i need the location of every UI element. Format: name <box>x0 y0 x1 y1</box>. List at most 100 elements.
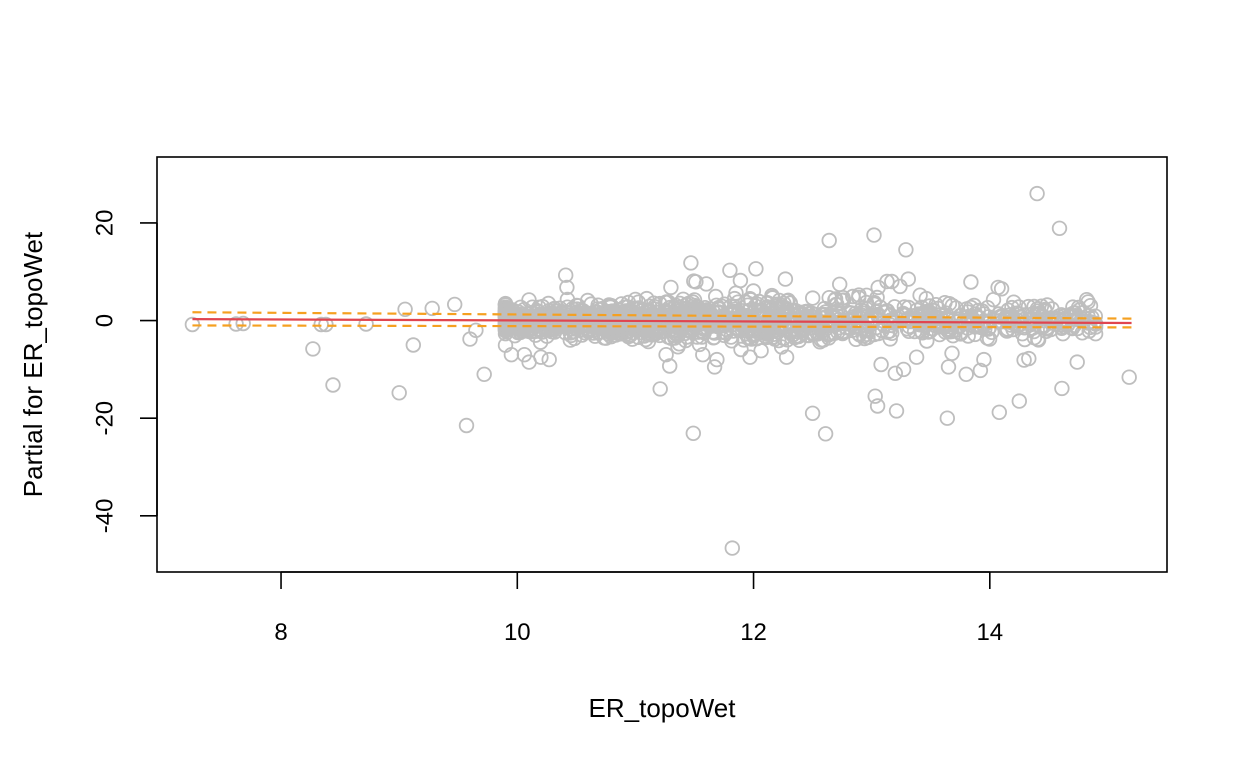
data-point <box>1056 319 1073 335</box>
data-point <box>706 359 723 375</box>
data-point <box>663 279 679 296</box>
data-point <box>589 310 606 326</box>
data-point <box>777 271 794 287</box>
data-point <box>700 303 716 319</box>
data-point <box>817 426 834 442</box>
data-point <box>888 403 905 419</box>
data-point <box>1074 325 1091 341</box>
data-point <box>939 410 956 426</box>
data-point <box>765 326 782 343</box>
data-point <box>709 351 725 368</box>
data-point <box>851 289 867 306</box>
data-point <box>856 330 873 347</box>
y-tick-label: -20 <box>91 401 118 436</box>
data-point <box>796 315 813 331</box>
data-point <box>742 292 759 308</box>
data-point <box>821 232 837 249</box>
data-point <box>748 261 764 277</box>
data-point <box>1024 306 1041 322</box>
data-point <box>751 303 768 320</box>
data-point <box>1021 350 1037 367</box>
data-point <box>724 333 740 349</box>
x-tick-label: 12 <box>740 619 767 646</box>
data-point <box>733 341 749 358</box>
data-point <box>798 303 814 320</box>
data-point <box>686 292 703 308</box>
data-point <box>869 398 886 414</box>
data-point <box>1054 380 1070 397</box>
data-point <box>993 281 1010 297</box>
confidence-lower-line <box>192 324 1132 329</box>
data-point <box>778 349 795 365</box>
data-point <box>963 274 979 290</box>
data-point <box>651 316 668 332</box>
data-point <box>961 311 977 328</box>
data-point <box>695 347 711 363</box>
data-point <box>724 540 741 556</box>
x-tick-label: 8 <box>274 619 287 646</box>
data-point <box>497 308 514 324</box>
data-point <box>774 300 790 317</box>
data-point <box>1121 369 1137 385</box>
x-tick-label: 14 <box>976 619 1003 646</box>
data-point <box>832 276 848 293</box>
data-point <box>753 302 769 318</box>
data-point <box>652 381 668 397</box>
data-point <box>1030 331 1046 347</box>
data-point <box>737 322 754 339</box>
data-point <box>821 330 837 346</box>
data-point <box>757 322 774 338</box>
data-point <box>676 303 693 319</box>
data-point <box>638 331 654 348</box>
data-point <box>559 279 575 296</box>
data-point <box>688 274 704 290</box>
data-point <box>662 309 679 325</box>
data-point <box>405 337 422 353</box>
data-point <box>558 267 574 283</box>
data-point <box>318 316 334 333</box>
data-point <box>963 299 979 316</box>
data-point <box>681 322 697 338</box>
data-point <box>313 316 329 333</box>
data-point <box>690 300 707 316</box>
data-point <box>698 276 715 292</box>
y-tick-label: 20 <box>91 210 118 237</box>
data-point <box>623 303 639 319</box>
data-point <box>533 349 549 365</box>
data-point <box>497 316 514 333</box>
data-point <box>1011 393 1028 409</box>
data-point <box>666 327 682 344</box>
x-tick-label: 10 <box>504 619 531 646</box>
data-point <box>740 330 757 347</box>
data-point <box>658 347 674 363</box>
data-point <box>898 242 914 258</box>
data-point <box>1069 354 1085 370</box>
data-point <box>358 316 374 332</box>
data-point <box>708 315 724 331</box>
data-point <box>946 312 962 329</box>
data-point <box>804 405 821 422</box>
data-point <box>813 332 829 348</box>
data-point <box>884 273 900 290</box>
y-axis: -40 -20 0 20 <box>91 210 158 533</box>
data-point <box>662 358 678 374</box>
data-point <box>675 291 691 308</box>
data-point <box>235 315 251 332</box>
data-point <box>887 365 904 382</box>
data-point <box>305 341 321 357</box>
data-point <box>552 310 569 327</box>
data-point <box>531 309 547 325</box>
data-point <box>805 290 821 306</box>
data-point <box>745 283 762 299</box>
data-point <box>726 290 743 307</box>
data-point <box>228 316 244 332</box>
data-point <box>873 356 889 373</box>
data-point <box>1006 294 1022 310</box>
data-point <box>917 306 934 322</box>
data-point <box>866 227 882 243</box>
data-point <box>879 273 895 290</box>
data-point <box>930 300 946 317</box>
data-point <box>683 255 699 271</box>
data-point <box>476 366 492 383</box>
